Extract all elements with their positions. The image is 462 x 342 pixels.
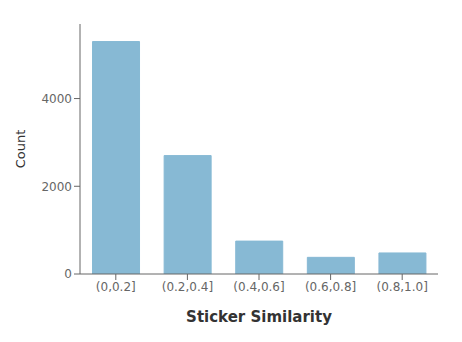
svg-text:4000: 4000 xyxy=(41,92,72,106)
svg-text:Sticker Similarity: Sticker Similarity xyxy=(186,308,332,326)
svg-text:2000: 2000 xyxy=(41,180,72,194)
svg-text:(0.6,0.8]: (0.6,0.8] xyxy=(305,280,356,294)
svg-text:0: 0 xyxy=(64,267,72,281)
svg-text:(0.4,0.6]: (0.4,0.6] xyxy=(233,280,284,294)
svg-text:Count: Count xyxy=(13,130,28,169)
svg-text:(0.2,0.4]: (0.2,0.4] xyxy=(162,280,213,294)
svg-text:(0,0.2]: (0,0.2] xyxy=(96,280,136,294)
svg-text:(0.8,1.0]: (0.8,1.0] xyxy=(377,280,428,294)
